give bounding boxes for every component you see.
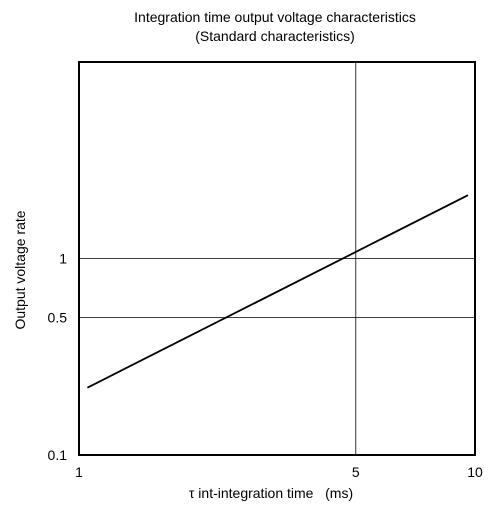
grid-lines <box>79 62 475 455</box>
x-tick-label: 5 <box>352 464 360 480</box>
tick-labels: 1 5 10 0.1 0.5 1 <box>48 251 483 481</box>
y-tick-label: 0.5 <box>48 310 68 326</box>
chart-title: Integration time output voltage characte… <box>134 9 416 25</box>
y-axis-label: Output voltage rate <box>12 210 28 329</box>
series-layer <box>87 195 468 388</box>
x-tick-label: 10 <box>467 464 483 480</box>
x-tick-label: 1 <box>75 464 83 480</box>
y-tick-label: 1 <box>59 251 67 267</box>
chart-subtitle: (Standard characteristics) <box>195 28 355 44</box>
series-line-0 <box>87 195 468 388</box>
x-axis-label: τ int-integration time (ms) <box>189 485 353 501</box>
y-tick-label: 0.1 <box>48 447 68 463</box>
